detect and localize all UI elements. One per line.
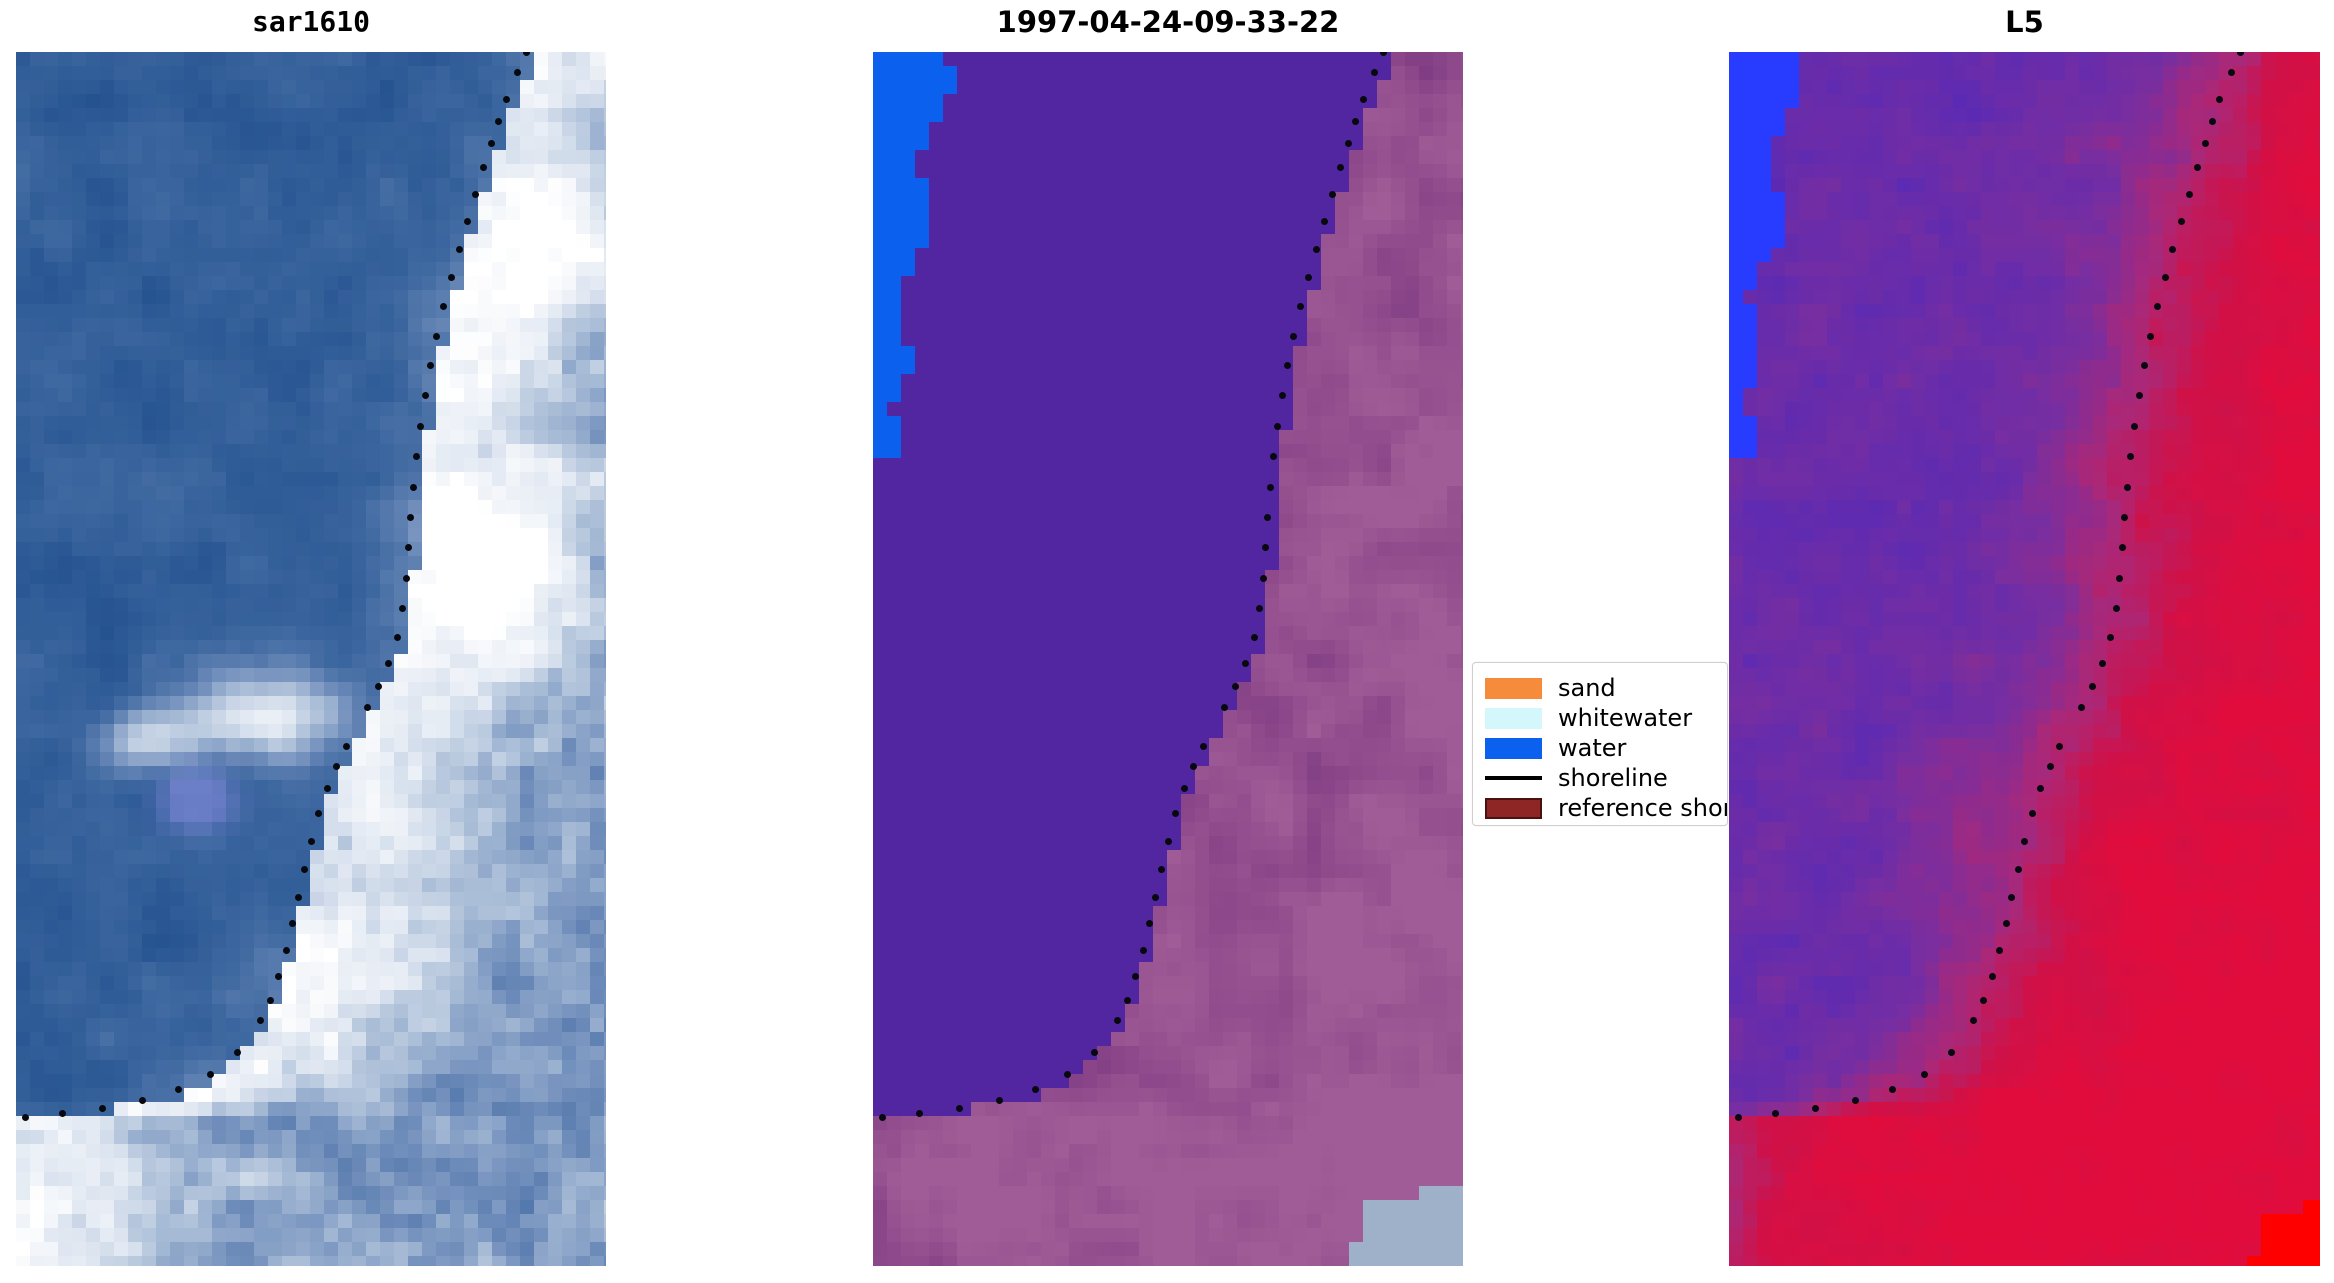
- legend-item-reference-shoreline: reference shoreline: [1485, 793, 1727, 823]
- panel-image-classified[interactable]: [873, 52, 1463, 1266]
- legend-label: water: [1558, 734, 1627, 762]
- panel-l5: L5: [1729, 0, 2320, 1283]
- sar-image-canvas: [16, 52, 606, 1266]
- legend-swatch-water-icon: [1485, 737, 1542, 759]
- panel-classified: 1997-04-24-09-33-22: [873, 0, 1463, 1283]
- legend-swatch-sand-icon: [1485, 677, 1542, 699]
- legend-item-shoreline: shoreline: [1485, 763, 1715, 793]
- panel-image-l5[interactable]: [1729, 52, 2320, 1266]
- legend-label: whitewater: [1558, 704, 1693, 732]
- legend-label: sand: [1558, 674, 1616, 702]
- panel-title-l5: L5: [2005, 5, 2044, 39]
- panel-title-sar1610: sar1610: [251, 5, 370, 38]
- legend-swatch-shoreline-icon: [1485, 776, 1542, 780]
- legend-swatch-whitewater-icon: [1485, 707, 1542, 729]
- legend-item-whitewater: whitewater: [1485, 703, 1715, 733]
- legend-item-sand: sand: [1485, 673, 1715, 703]
- l5-index-canvas: [1729, 52, 2320, 1266]
- panel-title-classified: 1997-04-24-09-33-22: [996, 5, 1340, 39]
- classification-canvas: [873, 52, 1463, 1266]
- legend-item-water: water: [1485, 733, 1715, 763]
- legend-swatch-reference-shoreline-icon: [1485, 797, 1542, 819]
- panel-sar1610: sar1610: [16, 0, 606, 1283]
- legend-label: reference shoreline: [1558, 794, 1728, 822]
- legend-label: shoreline: [1558, 764, 1668, 792]
- panel-image-sar1610[interactable]: [16, 52, 606, 1266]
- legend: sand whitewater water shoreline reference sh…: [1472, 662, 1728, 826]
